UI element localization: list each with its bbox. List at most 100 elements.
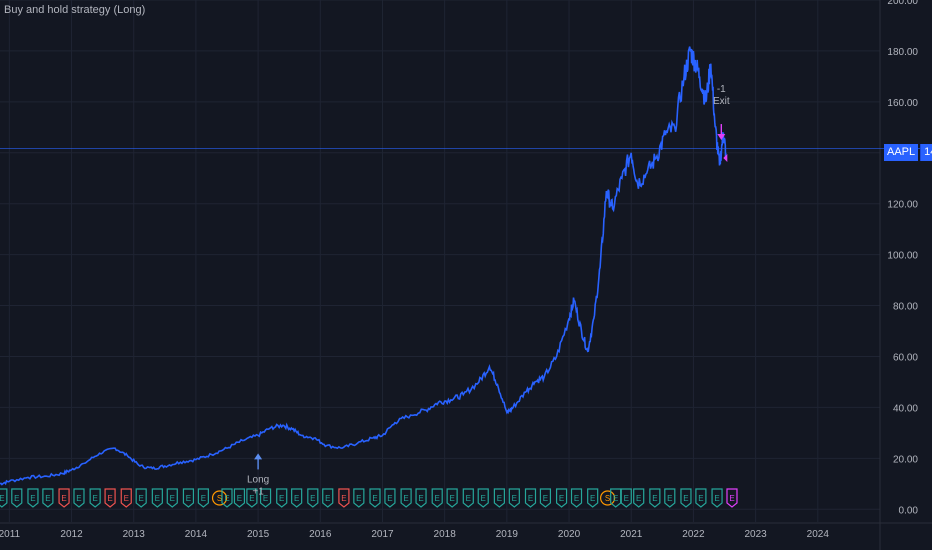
x-tick-label: 2024: [807, 529, 830, 540]
event-marker-label: E: [30, 494, 35, 503]
earnings-event-icon: E: [73, 488, 85, 508]
x-tick-label: 2021: [620, 529, 643, 540]
earnings-event-icon: E: [555, 488, 568, 508]
event-marker: [338, 488, 350, 508]
event-marker: [431, 488, 443, 508]
earnings-event-icon: E: [649, 488, 661, 508]
earnings-event-icon: E: [524, 488, 537, 508]
split-marker: [600, 490, 616, 506]
event-marker: [369, 488, 381, 508]
earnings-event-icon: E: [695, 488, 707, 508]
y-tick-label: 40.00: [893, 403, 918, 414]
event-marker-label: E: [237, 494, 242, 503]
event-marker: [400, 488, 412, 508]
x-tick-label: 2017: [371, 529, 394, 540]
earnings-event-icon: E: [0, 488, 8, 508]
earnings-event-icon: E: [633, 488, 645, 508]
grid: [0, 0, 880, 522]
event-marker-label: E: [310, 494, 315, 503]
earnings-event-icon: E: [446, 488, 458, 508]
earnings-event-icon: E: [711, 488, 723, 508]
event-marker-label: E: [574, 494, 579, 503]
earnings-event-icon: E: [384, 488, 396, 508]
event-marker: [633, 488, 645, 508]
event-marker: [135, 488, 147, 508]
earnings-event-icon: E: [680, 488, 692, 508]
event-marker-label: E: [92, 494, 97, 503]
y-tick-label: 60.00: [893, 352, 918, 363]
x-tick-label: 2022: [682, 529, 705, 540]
event-marker-label: E: [481, 494, 486, 503]
series-line-aapl: [0, 46, 727, 486]
x-tick-label: 2015: [247, 529, 270, 540]
event-marker-label: E: [279, 494, 284, 503]
event-marker-label: E: [372, 494, 377, 503]
event-marker-label: E: [0, 494, 5, 503]
y-tick-label: 200.00: [887, 0, 918, 7]
event-marker: [322, 488, 334, 508]
event-marker-label: E: [559, 494, 564, 503]
study-title: Buy and hold strategy (Long): [4, 4, 146, 16]
exit-label: Exit: [713, 96, 730, 107]
event-marker: [89, 488, 101, 508]
earnings-event-icon: E: [353, 488, 365, 508]
last-price-label: 141.66: [920, 144, 932, 161]
event-marker-label: E: [224, 494, 229, 503]
event-marker-label: E: [528, 494, 533, 503]
event-marker: [664, 488, 676, 508]
event-marker-label: E: [107, 494, 112, 503]
event-marker: [276, 488, 288, 508]
x-tick-label: 2012: [60, 529, 83, 540]
exit-arrow-head: [717, 134, 726, 141]
event-marker-label: E: [590, 494, 595, 503]
earnings-event-icon: E: [11, 488, 23, 508]
y-tick-label: 0.00: [899, 505, 919, 516]
x-tick-label: 2019: [496, 529, 519, 540]
event-marker-label: E: [14, 494, 19, 503]
split-event-icon: S: [211, 490, 228, 506]
event-marker: [104, 488, 116, 508]
x-tick-label: 2018: [434, 529, 457, 540]
event-marker-label: E: [186, 494, 191, 503]
symbol-label: AAPL: [884, 144, 919, 161]
event-marker-label: E: [139, 494, 144, 503]
earnings-event-icon: E: [369, 488, 381, 508]
earnings-event-icon: E: [431, 488, 443, 508]
event-marker: [27, 488, 39, 508]
event-marker-label: E: [512, 494, 517, 503]
earnings-event-icon: E: [570, 488, 583, 508]
event-marker: [570, 488, 583, 508]
earnings-event-icon: E: [221, 488, 233, 508]
event-marker: [415, 488, 427, 508]
event-marker: [384, 488, 396, 508]
event-marker: [166, 488, 178, 508]
exit-flag: [723, 154, 728, 163]
event-marker-label: E: [714, 494, 719, 503]
last-price-tag: AAPL 141.66: [884, 144, 932, 161]
event-marker: [711, 488, 723, 508]
event-marker: [508, 488, 520, 508]
event-marker-label: E: [418, 494, 423, 503]
split-event-icon: S: [600, 490, 616, 506]
earnings-event-icon: E: [415, 488, 427, 508]
event-marker: [11, 488, 23, 508]
x-tick-label: 2016: [309, 529, 332, 540]
earnings-event-icon: E: [477, 488, 489, 508]
earnings-event-icon: E: [42, 488, 54, 508]
event-marker: [182, 488, 195, 508]
event-marker: [695, 488, 707, 508]
event-marker: [353, 488, 365, 508]
event-marker-label: E: [636, 494, 641, 503]
earnings-event-icon: E: [120, 488, 132, 508]
y-tick-label: 100.00: [887, 251, 918, 262]
event-marker-label: E: [435, 494, 440, 503]
event-marker-label: E: [249, 494, 254, 503]
y-tick-label: 160.00: [887, 98, 918, 109]
earnings-event-icon: E: [58, 488, 70, 508]
event-marker-label: E: [387, 494, 392, 503]
event-marker: [620, 488, 632, 508]
